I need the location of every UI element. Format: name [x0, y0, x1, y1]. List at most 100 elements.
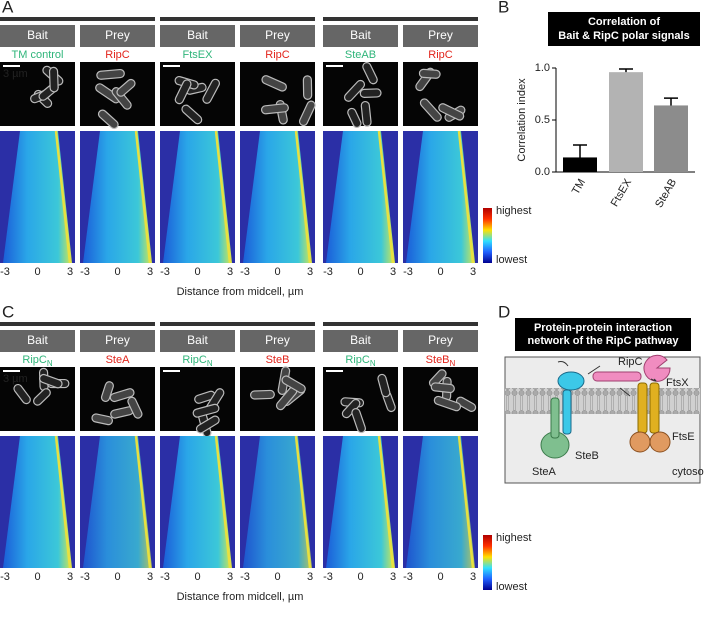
x-tick-label: 3 [307, 266, 313, 278]
header-text: Prey [428, 333, 453, 347]
kymo-edge [457, 435, 475, 569]
label-text: RipC [182, 354, 207, 366]
x-tick-label: -3 [80, 266, 90, 278]
cell [430, 382, 455, 394]
panel-letter: B [498, 0, 509, 16]
kymo-edge [214, 130, 232, 264]
header-box [323, 25, 398, 47]
colorbar [483, 535, 492, 590]
stea-tm [550, 397, 560, 439]
kymo-edge [54, 435, 72, 569]
error-bar [573, 144, 587, 158]
kymo-edge [214, 435, 232, 569]
kymo-signal [243, 131, 312, 263]
axis-label: Distance from midcell, µm [177, 591, 304, 603]
channel-label: RipCN [22, 354, 52, 368]
header-text: Prey [105, 333, 130, 347]
header-text: Prey [265, 28, 290, 42]
header-text: Bait [350, 28, 371, 42]
y-tick-label: 0.0 [535, 166, 550, 178]
channel-label: RipCN [345, 354, 375, 368]
diagram-title: network of the RipC pathway [528, 335, 680, 347]
x-tick-label: 3 [67, 571, 73, 583]
x-tick-label: -3 [160, 571, 170, 583]
label-sub: N [370, 359, 376, 368]
header-text: Bait [187, 333, 208, 347]
cell [100, 381, 114, 403]
cell [419, 98, 442, 122]
x-tick-label: -3 [240, 266, 250, 278]
channel-label: RipCN [182, 354, 212, 368]
kymo-edge [294, 130, 312, 264]
channel-label: RipC [265, 49, 290, 61]
kymo-edge [54, 130, 72, 264]
error-bar [619, 68, 633, 73]
group-bar [0, 17, 155, 21]
group-bar [323, 322, 478, 326]
x-tick-label: 3 [470, 266, 476, 278]
header-box [0, 25, 75, 47]
x-tick-label: 3 [470, 571, 476, 583]
arrow [619, 387, 631, 397]
x-tick-label: -3 [403, 571, 413, 583]
bar [563, 157, 597, 172]
group-bar [323, 17, 478, 21]
arrow [650, 378, 657, 382]
cell [48, 66, 59, 93]
header-text: Prey [428, 28, 453, 42]
ripc-head [643, 354, 671, 382]
header-box [240, 25, 315, 47]
cell [343, 79, 366, 102]
colorbar-low: lowest [496, 254, 527, 266]
group-bar [160, 322, 315, 326]
channel-label: SteA [106, 354, 131, 366]
kymo-signal [163, 436, 232, 568]
group-bar [0, 322, 155, 326]
diagram-label: SteB [575, 450, 599, 462]
channel-label: RipC [428, 49, 453, 61]
x-tick-label: 0 [274, 266, 280, 278]
cell [362, 62, 378, 85]
cell [377, 373, 391, 398]
title-box [515, 318, 691, 351]
ftse-a [629, 431, 651, 453]
kymo-signal [243, 436, 312, 568]
colorbar [483, 208, 492, 263]
cell [359, 88, 382, 98]
cell [202, 78, 221, 104]
cell [428, 369, 447, 388]
diagram-label: RipC [618, 356, 643, 368]
kymo-edge [377, 130, 395, 264]
x-tick-label: TM [570, 177, 588, 197]
arrow [587, 365, 601, 375]
steb-shape [557, 371, 585, 391]
header-box [80, 330, 155, 352]
x-tick-label: 0 [274, 571, 280, 583]
chart-title: Bait & RipC polar signals [558, 30, 689, 42]
y-axis-label: Correlation index [516, 78, 528, 162]
x-tick-label: FtsEX [609, 176, 635, 209]
header-box [160, 330, 235, 352]
x-tick-label: 0 [34, 571, 40, 583]
x-tick-label: 0 [437, 571, 443, 583]
label-text: RipC [428, 49, 453, 61]
ripc-rod [592, 371, 642, 382]
kymo-signal [326, 436, 395, 568]
arrow [557, 361, 569, 367]
label-text: RipC [345, 354, 370, 366]
channel-label: RipC [105, 49, 130, 61]
x-tick-label: 3 [390, 266, 396, 278]
bar [654, 105, 688, 172]
x-tick-label: -3 [160, 266, 170, 278]
x-tick-label: -3 [323, 266, 333, 278]
kymo-signal [3, 131, 72, 263]
y-tick-label: 1.0 [535, 62, 550, 74]
membrane [505, 388, 700, 414]
cell [433, 395, 462, 412]
x-tick-label: 3 [307, 571, 313, 583]
header-text: Bait [27, 28, 48, 42]
cell [174, 79, 192, 105]
kymo-edge [377, 435, 395, 569]
cell [97, 109, 119, 130]
